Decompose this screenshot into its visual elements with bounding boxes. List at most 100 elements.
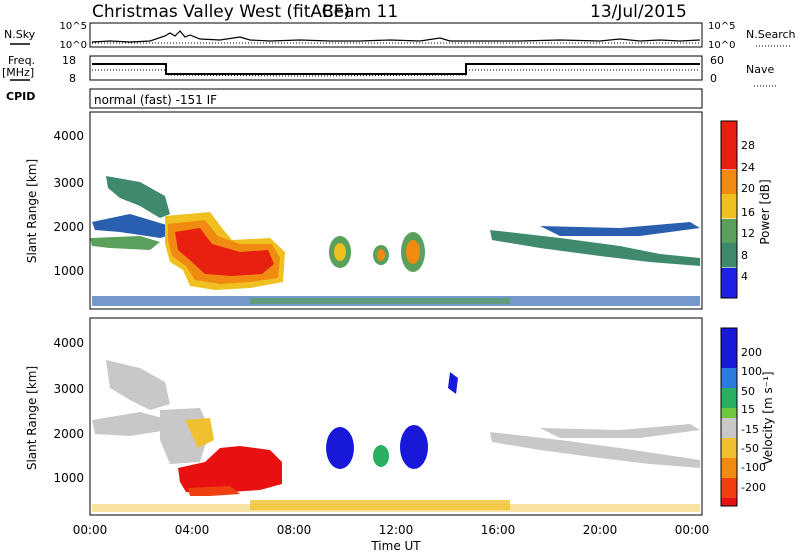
velocity-echo-patch: [92, 412, 170, 436]
cpid-text: normal (fast) -151 IF: [94, 93, 217, 107]
freq-label-2: [MHz]: [2, 66, 34, 79]
velocity-echo-patch: [448, 372, 458, 394]
velocity-echo-patch: [490, 432, 700, 468]
velocity-colorbar-seg: [721, 418, 737, 438]
x-tick: 12:00: [379, 523, 414, 537]
power-echo-patch: [377, 249, 385, 261]
x-tick: 20:00: [583, 523, 618, 537]
x-tick: 00:00: [73, 523, 108, 537]
power-cb-tick: 20: [741, 182, 755, 195]
freq-tick-top: 18: [62, 54, 76, 67]
x-axis-ticks: 00:00 04:00 08:00 12:00 16:00 20:00 00:0…: [73, 523, 710, 537]
power-colorbar-frame: [720, 120, 738, 299]
freq-label-1: Freq.: [8, 54, 35, 67]
beam-label: Beam 11: [322, 2, 398, 22]
velocity-cb-tick: -15: [741, 423, 759, 436]
velocity-colorbar-seg: [721, 438, 737, 458]
velocity-echo-layer: [92, 360, 700, 512]
nave-tick-top: 60: [710, 54, 724, 67]
velocity-colorbar-seg: [721, 328, 737, 368]
velocity-y-tick-1000: 1000: [53, 471, 84, 485]
velocity-echo-patch: [106, 360, 170, 410]
x-tick: 08:00: [277, 523, 312, 537]
x-tick: 00:00: [675, 523, 710, 537]
velocity-cb-tick: 15: [741, 403, 755, 416]
nave-label: Nave: [746, 63, 774, 76]
velocity-y-ticks: 1000 2000 3000 4000: [53, 336, 84, 485]
power-y-tick-2000: 2000: [53, 220, 84, 234]
cpid-label: CPID: [6, 90, 35, 103]
noise-tick-right-bottom: 10^0: [708, 40, 735, 51]
noise-sky-trace: [91, 30, 701, 43]
velocity-colorbar-seg: [721, 458, 737, 478]
noise-panel-frame: [89, 22, 703, 48]
power-colorbar-seg: [721, 121, 737, 146]
velocity-colorbar-seg: [721, 478, 737, 498]
freq-tick-bottom: 8: [69, 72, 76, 85]
velocity-colorbar-frame: [720, 327, 738, 507]
noise-tick-left-top: 10^5: [60, 21, 87, 32]
velocity-y-tick-3000: 3000: [53, 382, 84, 396]
x-tick: 16:00: [481, 523, 516, 537]
power-colorbar-seg: [721, 145, 737, 170]
velocity-colorbar-seg: [721, 408, 737, 418]
nave-tick-bottom: 0: [710, 72, 717, 85]
freq-panel-frame: [89, 55, 703, 81]
power-y-tick-1000: 1000: [53, 264, 84, 278]
power-colorbar-ticks: 4 8 12 16 20 24 28: [741, 139, 755, 283]
velocity-ground-scatter: [250, 500, 510, 510]
power-echo-patch: [490, 230, 700, 266]
power-colorbar-seg: [721, 194, 737, 219]
velocity-echo-patch: [540, 424, 700, 438]
x-axis-label: Time UT: [370, 539, 421, 553]
nsearch-label: N.Search: [746, 28, 796, 41]
noise-tick-right-top: 10^5: [708, 21, 735, 32]
velocity-echo-patch: [185, 418, 214, 448]
nave-trace: [92, 69, 700, 77]
velocity-cb-tick: 200: [741, 346, 762, 359]
power-echo-patch: [90, 236, 160, 250]
power-cb-tick: 24: [741, 161, 755, 174]
power-y-tick-3000: 3000: [53, 176, 84, 190]
power-echo-layer: [90, 176, 700, 306]
power-ground-scatter: [250, 298, 510, 304]
velocity-echo-patch: [373, 445, 389, 467]
power-colorbar-seg: [721, 170, 737, 195]
velocity-cb-tick: -200: [741, 481, 766, 494]
velocity-cb-tick: -50: [741, 442, 759, 455]
power-y-axis-label: Slant Range [km]: [25, 159, 39, 263]
power-colorbar-seg: [721, 219, 737, 244]
power-y-tick-4000: 4000: [53, 129, 84, 143]
velocity-colorbar-label: Velocity [m s⁻¹]: [761, 371, 775, 464]
velocity-echo-patch: [326, 427, 354, 469]
power-colorbar-seg: [721, 243, 737, 268]
power-echo-patch: [175, 228, 274, 276]
velocity-y-axis-label: Slant Range [km]: [25, 366, 39, 470]
power-cb-tick: 12: [741, 227, 755, 240]
noise-tick-left-bottom: 10^0: [60, 40, 87, 51]
velocity-y-tick-2000: 2000: [53, 427, 84, 441]
freq-trace: [92, 63, 700, 75]
power-panel-frame: [89, 111, 703, 310]
velocity-cb-tick: -100: [741, 461, 766, 474]
power-echo-patch: [406, 240, 420, 264]
velocity-cb-tick: 50: [741, 385, 755, 398]
power-echo-patch: [540, 222, 700, 236]
velocity-echo-patch: [178, 446, 282, 494]
velocity-colorbar-seg: [721, 368, 737, 388]
power-cb-tick: 28: [741, 139, 755, 152]
station-title: Christmas Valley West (fitACF): [92, 2, 350, 22]
velocity-colorbar: [720, 327, 738, 507]
cpid-panel-frame: [89, 88, 703, 109]
velocity-panel-frame: [89, 317, 703, 516]
velocity-y-tick-4000: 4000: [53, 336, 84, 350]
power-cb-tick: 16: [741, 206, 755, 219]
power-colorbar-seg: [721, 268, 737, 298]
power-echo-patch: [106, 176, 170, 218]
date-label: 13/Jul/2015: [590, 2, 687, 22]
power-cb-tick: 8: [741, 249, 748, 262]
power-colorbar: [720, 120, 738, 299]
velocity-echo-patch: [400, 425, 428, 469]
power-echo-patch: [92, 214, 180, 238]
